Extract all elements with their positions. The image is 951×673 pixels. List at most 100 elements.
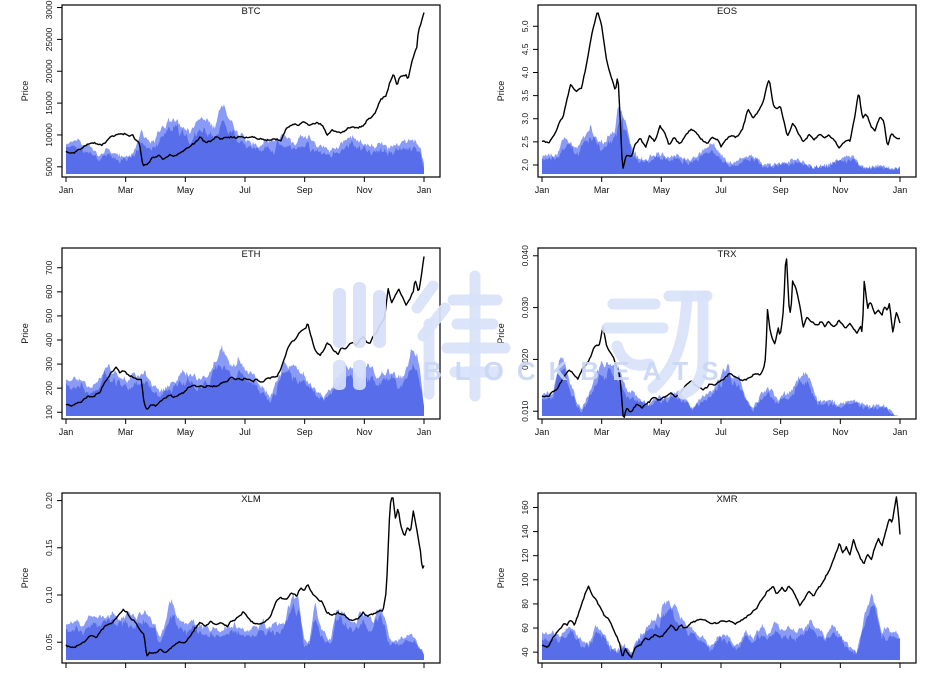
y-axis-title: Price <box>20 323 30 344</box>
y-tick-label: 500 <box>44 309 54 323</box>
y-tick-label: 3.0 <box>520 113 530 125</box>
price-line <box>541 12 901 169</box>
plot-frame <box>61 4 441 178</box>
series-group <box>541 12 901 174</box>
y-tick-label: 0.020 <box>520 349 530 371</box>
chart-title: XLM <box>241 494 261 505</box>
y-axis-title: Price <box>496 323 506 344</box>
chart-panel-xmr: 40 60 80 100 120 140 160 Price XMR <box>496 492 917 668</box>
x-tick-label: May <box>653 427 671 437</box>
plot-area-xmr: 40 60 80 100 120 140 160 Price <box>496 492 917 668</box>
series-group <box>65 497 425 660</box>
series-group <box>65 12 425 174</box>
chart-title: EOS <box>717 6 737 17</box>
y-tick-label: 10000 <box>44 123 54 147</box>
volume-area-overlap <box>542 605 900 660</box>
chart-panel-xlm: 0.05 0.10 0.15 0.20 Price XLM <box>20 492 441 668</box>
volume-area-overlap <box>66 602 424 660</box>
plot-frame <box>61 492 441 664</box>
y-tick-label: 160 <box>520 500 530 514</box>
chart-panel-btc: 5000 10000 15000 20000 25000 30000 Jan Mar May Ju… <box>20 0 441 195</box>
y-tick-label: 100 <box>44 405 54 419</box>
y-tick-label: 60 <box>520 623 530 633</box>
y-tick-label: 100 <box>520 572 530 586</box>
y-tick-label: 400 <box>44 333 54 347</box>
x-tick-label: Jan <box>535 185 550 195</box>
volume-area-overlap <box>542 117 900 174</box>
x-tick-label: Jul <box>715 427 727 437</box>
x-tick-label: Sep <box>297 427 313 437</box>
x-tick-label: Jan <box>893 427 908 437</box>
chart-panel-trx: 0.010 0.020 0.030 0.040 Jan Mar May Jul Sep Nov Ja… <box>496 245 917 437</box>
volume-area-overlap <box>66 120 424 174</box>
plot-area-eos: 2.0 2.5 3.0 3.5 4.0 4.5 5.0 Jan Mar May Jul Sep Nov J… <box>496 4 917 195</box>
x-tick-label: Sep <box>773 185 789 195</box>
y-tick-label: 0.010 <box>520 400 530 422</box>
series-group <box>541 258 901 418</box>
x-tick-label: Jan <box>893 185 908 195</box>
y-tick-label: 200 <box>44 381 54 395</box>
y-axis-title: Price <box>20 81 30 102</box>
series-group <box>65 256 425 416</box>
x-tick-label: Jul <box>239 185 251 195</box>
y-tick-label: 2.0 <box>520 159 530 171</box>
y-tick-label: 2.5 <box>520 136 530 148</box>
x-tick-label: Jan <box>535 427 550 437</box>
y-tick-label: 0.10 <box>44 586 54 603</box>
y-axis-title: Price <box>20 568 30 589</box>
x-tick-label: Mar <box>118 185 134 195</box>
x-tick-label: May <box>177 185 195 195</box>
y-tick-label: 25000 <box>44 27 54 51</box>
y-tick-label: 15000 <box>44 91 54 115</box>
chart-title: ETH <box>242 249 261 260</box>
plot-area-eth: 100 200 300 400 500 600 700 Jan Mar May Jul Sep Nov J… <box>20 247 441 437</box>
plot-area-btc: 5000 10000 15000 20000 25000 30000 Jan Mar May Ju… <box>20 0 441 195</box>
x-tick-label: Jul <box>715 185 727 195</box>
x-tick-label: Jan <box>59 427 74 437</box>
y-tick-label: 0.20 <box>44 492 54 509</box>
x-tick-label: Jan <box>59 185 74 195</box>
x-tick-label: Sep <box>297 185 313 195</box>
y-tick-label: 4.0 <box>520 66 530 78</box>
x-tick-label: Jan <box>417 185 432 195</box>
y-axis-title: Price <box>496 568 506 589</box>
chart-panel-eth: 100 200 300 400 500 600 700 Jan Mar May Jul Sep Nov J… <box>20 247 441 437</box>
y-tick-label: 600 <box>44 284 54 298</box>
plot-area-xlm: 0.05 0.10 0.15 0.20 Price <box>20 492 441 668</box>
price-line <box>541 496 901 659</box>
plot-frame <box>537 4 917 178</box>
y-tick-label: 700 <box>44 260 54 274</box>
volume-area-overlap <box>542 367 900 416</box>
y-tick-label: 0.05 <box>44 634 54 651</box>
chart-title: BTC <box>242 6 261 17</box>
x-tick-label: Nov <box>832 427 849 437</box>
price-line <box>65 12 425 167</box>
y-tick-label: 140 <box>520 524 530 538</box>
price-line <box>65 497 425 657</box>
y-tick-label: 3.5 <box>520 89 530 101</box>
y-tick-label: 300 <box>44 357 54 371</box>
y-tick-label: 5.0 <box>520 20 530 32</box>
series-group <box>541 496 901 660</box>
x-tick-label: Nov <box>832 185 849 195</box>
x-tick-label: Jul <box>239 427 251 437</box>
x-tick-label: Jan <box>417 427 432 437</box>
y-tick-label: 4.5 <box>520 43 530 55</box>
x-tick-label: Mar <box>594 185 610 195</box>
y-tick-label: 120 <box>520 548 530 562</box>
x-tick-label: Mar <box>118 427 134 437</box>
y-tick-label: 80 <box>520 599 530 609</box>
x-tick-label: Nov <box>356 427 373 437</box>
y-tick-label: 0.15 <box>44 539 54 556</box>
x-tick-label: Mar <box>594 427 610 437</box>
plot-frame <box>537 247 917 420</box>
x-tick-label: May <box>177 427 195 437</box>
y-tick-label: 20000 <box>44 59 54 83</box>
chart-panel-eos: 2.0 2.5 3.0 3.5 4.0 4.5 5.0 Jan Mar May Jul Sep Nov J… <box>496 4 917 195</box>
y-tick-label: 5000 <box>44 157 54 176</box>
y-tick-label: 30000 <box>44 0 54 19</box>
chart-title: XMR <box>716 494 737 505</box>
plot-area-trx: 0.010 0.020 0.030 0.040 Jan Mar May Jul Sep Nov Ja… <box>496 245 917 437</box>
x-tick-label: Sep <box>773 427 789 437</box>
volume-area-overlap <box>66 363 424 416</box>
